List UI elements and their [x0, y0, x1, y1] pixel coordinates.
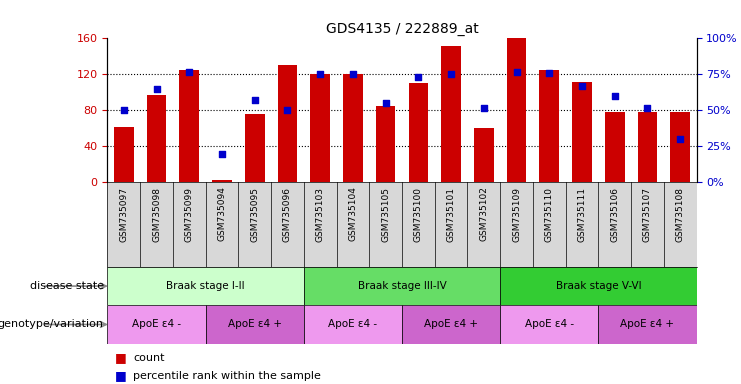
Bar — [637, 112, 657, 182]
Bar — [572, 81, 592, 182]
Bar — [539, 70, 559, 182]
Text: Braak stage V-VI: Braak stage V-VI — [556, 281, 641, 291]
Bar — [343, 74, 362, 182]
Bar — [179, 70, 199, 182]
Point — [379, 100, 391, 106]
Bar — [212, 180, 232, 182]
Point — [478, 104, 490, 111]
Bar — [304, 267, 500, 305]
Text: GSM735106: GSM735106 — [611, 187, 619, 242]
Bar — [671, 112, 690, 182]
Text: GSM735111: GSM735111 — [577, 187, 586, 242]
Bar — [107, 267, 304, 305]
Bar — [441, 46, 461, 182]
Bar — [402, 305, 500, 344]
Point — [183, 68, 195, 74]
Text: ApoE ε4 +: ApoE ε4 + — [620, 319, 674, 329]
Point — [413, 74, 425, 80]
Bar — [500, 305, 598, 344]
Text: ApoE ε4 -: ApoE ε4 - — [525, 319, 574, 329]
Text: GSM735096: GSM735096 — [283, 187, 292, 242]
Bar — [147, 95, 166, 182]
Bar — [507, 38, 526, 182]
Text: GSM735108: GSM735108 — [676, 187, 685, 242]
Text: GSM735099: GSM735099 — [185, 187, 193, 242]
Text: Braak stage I-II: Braak stage I-II — [166, 281, 245, 291]
Bar — [474, 128, 494, 182]
Text: ■: ■ — [115, 369, 127, 382]
Bar — [245, 114, 265, 182]
Bar — [310, 74, 330, 182]
Text: count: count — [133, 353, 165, 363]
Point — [576, 83, 588, 89]
Point — [445, 71, 457, 78]
Bar — [500, 267, 697, 305]
Text: GSM735110: GSM735110 — [545, 187, 554, 242]
Point — [282, 107, 293, 114]
Text: GSM735101: GSM735101 — [447, 187, 456, 242]
Point — [642, 104, 654, 111]
Text: GSM735094: GSM735094 — [218, 187, 227, 242]
Text: disease state: disease state — [30, 281, 104, 291]
Point — [314, 71, 326, 78]
Point — [511, 68, 522, 74]
Bar — [304, 305, 402, 344]
Point — [118, 107, 130, 114]
Text: GSM735109: GSM735109 — [512, 187, 521, 242]
Text: percentile rank within the sample: percentile rank within the sample — [133, 371, 322, 381]
Bar — [107, 305, 205, 344]
Text: GSM735102: GSM735102 — [479, 187, 488, 242]
Text: GSM735097: GSM735097 — [119, 187, 128, 242]
Bar — [205, 305, 304, 344]
Text: GSM735098: GSM735098 — [152, 187, 161, 242]
Point — [543, 70, 555, 76]
Text: ApoE ε4 +: ApoE ε4 + — [227, 319, 282, 329]
Text: GSM735100: GSM735100 — [414, 187, 423, 242]
Bar — [598, 305, 697, 344]
Text: ■: ■ — [115, 351, 127, 364]
Bar — [605, 112, 625, 182]
Point — [150, 86, 162, 92]
Text: genotype/variation: genotype/variation — [0, 319, 104, 329]
Point — [609, 93, 621, 99]
Text: GSM735095: GSM735095 — [250, 187, 259, 242]
Text: GSM735104: GSM735104 — [348, 187, 357, 242]
Point — [347, 71, 359, 78]
Bar — [376, 106, 396, 182]
Text: GSM735107: GSM735107 — [643, 187, 652, 242]
Bar — [408, 83, 428, 182]
Text: ApoE ε4 -: ApoE ε4 - — [328, 319, 377, 329]
Text: GSM735105: GSM735105 — [381, 187, 390, 242]
Bar — [278, 65, 297, 182]
Title: GDS4135 / 222889_at: GDS4135 / 222889_at — [325, 22, 479, 36]
Point — [249, 97, 261, 103]
Point — [674, 136, 686, 142]
Bar — [114, 127, 133, 182]
Text: ApoE ε4 +: ApoE ε4 + — [424, 319, 478, 329]
Text: GSM735103: GSM735103 — [316, 187, 325, 242]
Text: ApoE ε4 -: ApoE ε4 - — [132, 319, 181, 329]
Text: Braak stage III-IV: Braak stage III-IV — [358, 281, 446, 291]
Point — [216, 151, 228, 157]
